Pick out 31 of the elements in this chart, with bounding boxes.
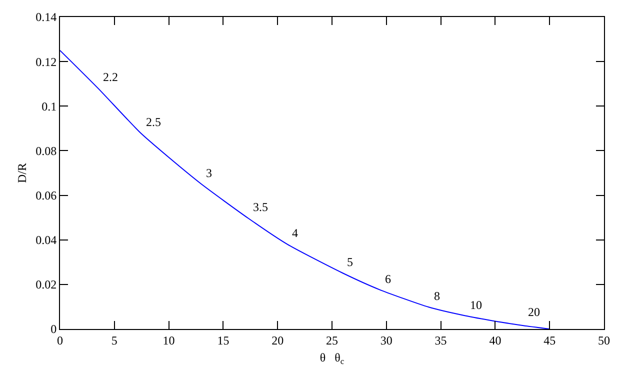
y-tick-label: 0.12 bbox=[36, 54, 57, 69]
x-axis-title: θ θ$_{c}$ bbox=[320, 350, 344, 366]
annotation: 2.5 bbox=[146, 115, 161, 129]
annotation: 4 bbox=[292, 226, 298, 240]
x-tick-label: 10 bbox=[162, 333, 175, 348]
x-tick-label: 5 bbox=[111, 333, 118, 348]
annotation: 3 bbox=[206, 166, 212, 180]
x-tick-label: 50 bbox=[598, 333, 610, 348]
y-tick-label: 0.04 bbox=[36, 233, 57, 248]
y-tick-label: 0.14 bbox=[36, 10, 57, 24]
line-series bbox=[60, 50, 550, 329]
x-tick-label: 25 bbox=[326, 333, 338, 348]
y-tick-label: 0.08 bbox=[36, 144, 57, 158]
x-tick-label: 40 bbox=[489, 333, 502, 348]
annotation: 2.2 bbox=[103, 70, 118, 84]
x-tick-label: 30 bbox=[380, 333, 392, 348]
x-tick-label: 20 bbox=[272, 333, 284, 348]
x-tick-label: 15 bbox=[217, 333, 230, 348]
annotation: 6 bbox=[385, 272, 391, 286]
y-tick-label: 0.02 bbox=[36, 278, 57, 292]
y-axis-title: D/R bbox=[14, 162, 29, 184]
annotation: 8 bbox=[434, 289, 440, 303]
annotation: 3.5 bbox=[253, 200, 268, 214]
annotation: 10 bbox=[470, 298, 482, 312]
y-tick-label: 0.06 bbox=[36, 188, 57, 202]
x-tick-label: 35 bbox=[434, 333, 447, 348]
annotation: 20 bbox=[528, 305, 540, 319]
annotation: 5 bbox=[347, 255, 353, 269]
y-tick-label: 0 bbox=[50, 322, 57, 336]
y-tick-label: 0.1 bbox=[42, 99, 57, 114]
x-tick-label: 45 bbox=[544, 333, 556, 348]
